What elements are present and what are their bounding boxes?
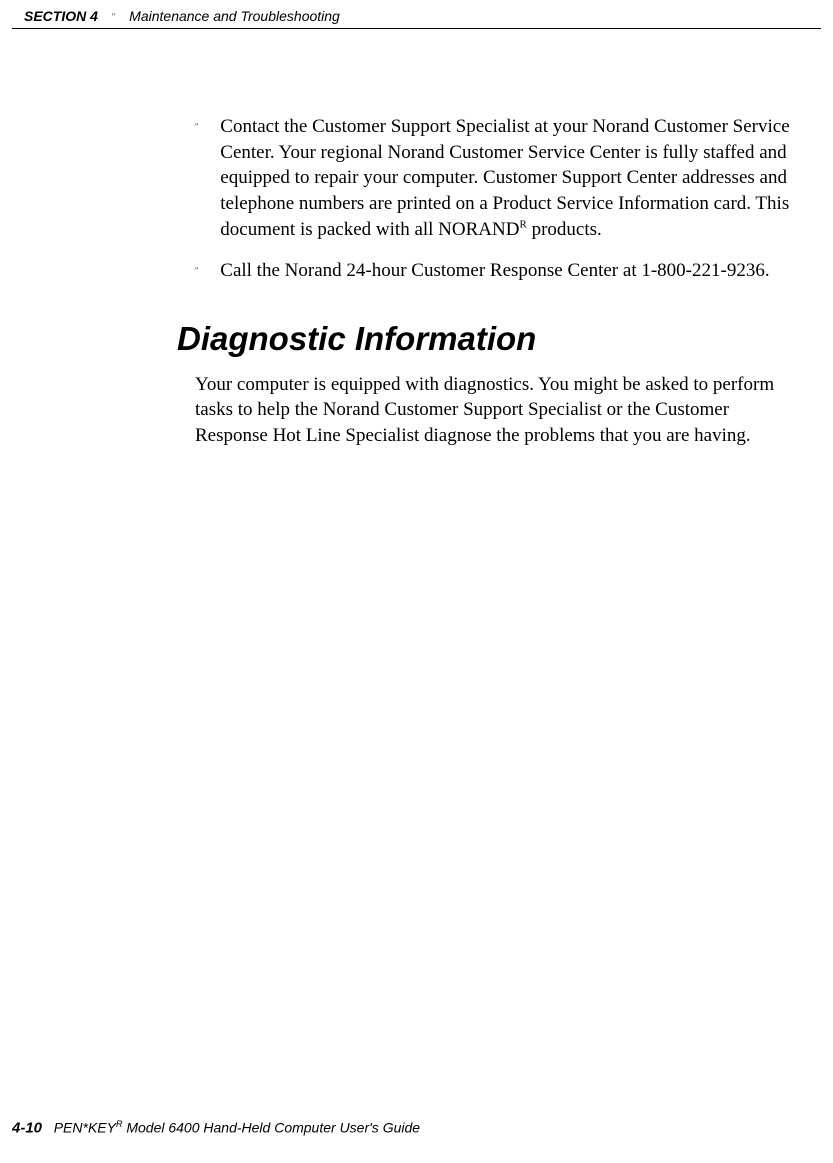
page-footer: 4-10 PEN*KEYR Model 6400 Hand-Held Compu… [12,1119,420,1137]
page-number: 4-10 [12,1120,42,1137]
footer-product-before: PEN*KEY [54,1120,116,1136]
bullet-text-after: products. [527,219,602,240]
header-title: Maintenance and Troubleshooting [129,8,340,24]
bullet-item: " Contact the Customer Support Specialis… [195,114,803,242]
body-paragraph: Your computer is equipped with diagnosti… [195,372,803,449]
bullet-marker-icon: " [195,122,198,242]
main-content: " Contact the Customer Support Specialis… [0,29,833,449]
bullet-item: " Call the Norand 24-hour Customer Respo… [195,258,803,284]
header-separator: " [112,12,115,21]
bullet-text-before: Call the Norand 24-hour Customer Respons… [220,260,769,281]
section-label: SECTION 4 [24,8,98,24]
bullet-text-before: Contact the Customer Support Specialist … [220,116,789,240]
bullet-superscript: R [519,218,526,230]
footer-product-after: Model 6400 Hand-Held Computer User's Gui… [122,1120,420,1136]
bullet-text: Contact the Customer Support Specialist … [220,114,803,242]
section-heading: Diagnostic Information [177,320,803,358]
bullet-marker-icon: " [195,266,198,284]
bullet-text: Call the Norand 24-hour Customer Respons… [220,258,769,284]
page-header: SECTION 4 " Maintenance and Troubleshoot… [12,0,821,29]
